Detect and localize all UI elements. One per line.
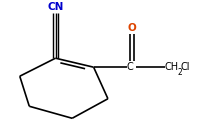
- Text: CN: CN: [47, 2, 64, 12]
- Text: Cl: Cl: [181, 62, 190, 72]
- Text: CH: CH: [165, 62, 179, 72]
- Text: C: C: [127, 62, 134, 72]
- Text: O: O: [128, 23, 136, 33]
- Text: 2: 2: [178, 68, 182, 77]
